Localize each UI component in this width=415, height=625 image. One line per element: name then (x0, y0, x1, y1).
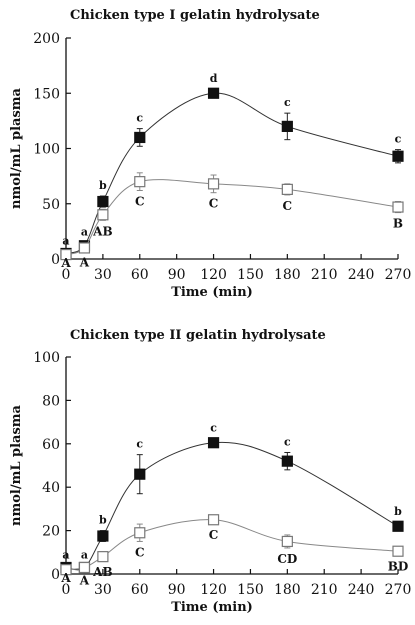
x-tick-label: 270 (385, 267, 412, 283)
data-point-open-square (134, 527, 146, 539)
x-tick-label: 210 (311, 582, 338, 598)
data-point-open-square (207, 514, 220, 526)
chart-panel-2: 0 20 40 60 80 100 0 30 60 90 120 150 180 210 240 270 Tim… (9, 350, 411, 615)
significance-label-lower: c (210, 421, 217, 434)
series-line (65, 441, 399, 571)
x-tick-label: 180 (274, 582, 301, 598)
data-point-open-square (97, 209, 109, 221)
x-axis-title: Time (min) (171, 600, 253, 615)
x-tick-label: 30 (94, 267, 112, 283)
data-point-open-square (60, 248, 72, 261)
x-tick-label: 30 (94, 582, 112, 598)
x-tick-label: 240 (348, 267, 375, 283)
chart-title-2: Chicken type II gelatin hydrolysate (70, 328, 326, 343)
data-point-open-square (281, 183, 293, 195)
significance-label-upper: BD (388, 560, 409, 574)
x-axis-title: Time (min) (171, 285, 253, 300)
x-tick-label: 120 (200, 267, 227, 283)
significance-label-lower: b (99, 514, 107, 527)
significance-label-lower: a (81, 225, 88, 238)
y-tick-label: 100 (33, 142, 60, 158)
significance-label-upper: AB (92, 224, 112, 238)
significance-label-upper: C (135, 194, 145, 208)
data-point-open-square (392, 201, 404, 213)
y-tick-label: 60 (42, 437, 60, 453)
series-line (65, 179, 399, 256)
y-axis-title: nmol/mL plasma (9, 404, 24, 526)
data-point-open-square (281, 535, 293, 548)
significance-label-lower: c (136, 438, 143, 451)
significance-label-upper: C (283, 199, 293, 213)
significance-label-lower: c (284, 96, 291, 109)
data-point-filled-square (97, 530, 109, 542)
data-point-filled-square (281, 120, 293, 133)
significance-label-lower: d (210, 72, 218, 85)
x-tick-label: 90 (168, 582, 186, 598)
series-line (65, 92, 399, 254)
significance-label-lower: c (284, 435, 291, 448)
y-tick-label: 100 (33, 350, 60, 366)
significance-label-upper: AB (92, 565, 112, 579)
data-point-filled-square (134, 131, 146, 144)
data-point-filled-square (207, 87, 220, 99)
significance-label-lower: c (395, 133, 402, 146)
significance-label-upper: A (79, 255, 90, 269)
significance-label-upper: C (209, 528, 219, 542)
y-tick-label: 50 (42, 197, 60, 213)
x-tick-label: 0 (62, 267, 71, 283)
significance-label-lower: c (136, 112, 143, 125)
x-tick-label: 180 (274, 267, 301, 283)
significance-label-lower: b (394, 505, 402, 518)
data-point-filled-square (392, 150, 404, 162)
chart-panel-1: 0 50 100 150 200 0 30 60 90 120 150 180 210 240 270 Tim… (9, 31, 411, 300)
data-point-open-square (392, 545, 404, 557)
x-tick-label: 240 (348, 582, 375, 598)
x-tick-label: 60 (131, 267, 149, 283)
x-tick-label: 120 (200, 582, 227, 598)
x-tick-label: 60 (131, 582, 149, 598)
data-point-open-square (97, 551, 109, 563)
x-tick-label: 150 (237, 267, 264, 283)
x-tick-label: 0 (62, 582, 71, 598)
y-tick-label: 150 (33, 86, 60, 102)
series-line (65, 519, 399, 571)
y-tick-label: 20 (42, 524, 60, 540)
data-point-filled-square (134, 468, 146, 480)
data-point-filled-square (392, 520, 404, 532)
x-tick-label: 90 (168, 267, 186, 283)
series-2: A A AB C C C B (60, 172, 404, 270)
y-tick-label: 200 (33, 31, 60, 47)
data-point-open-square (78, 561, 91, 574)
data-point-open-square (207, 178, 220, 190)
y-tick-label: 40 (42, 480, 60, 496)
x-tick-label: 210 (311, 267, 338, 283)
data-point-open-square (78, 242, 91, 254)
significance-label-lower: a (81, 548, 88, 561)
significance-label-upper: A (79, 574, 90, 588)
significance-label-lower: a (62, 548, 69, 561)
data-point-filled-square (281, 455, 293, 467)
significance-label-upper: B (393, 217, 403, 231)
significance-label-upper: C (209, 197, 219, 211)
data-point-filled-square (97, 195, 109, 208)
data-point-open-square (60, 564, 72, 576)
x-tick-label: 150 (237, 582, 264, 598)
y-axis-title: nmol/mL plasma (9, 87, 24, 209)
chart-title-1: Chicken type I gelatin hydrolysate (70, 8, 320, 23)
y-tick-label: 0 (51, 252, 60, 268)
significance-label-upper: A (60, 571, 71, 585)
significance-label-lower: b (99, 179, 107, 192)
y-tick-label: 80 (42, 393, 60, 409)
significance-label-lower: a (62, 234, 69, 247)
y-tick-label: 0 (51, 567, 60, 583)
significance-label-upper: CD (277, 552, 297, 566)
x-tick-label: 270 (385, 582, 412, 598)
significance-label-upper: A (60, 256, 71, 270)
significance-label-upper: C (135, 545, 145, 559)
data-point-open-square (134, 176, 146, 188)
data-point-filled-square (207, 437, 220, 449)
